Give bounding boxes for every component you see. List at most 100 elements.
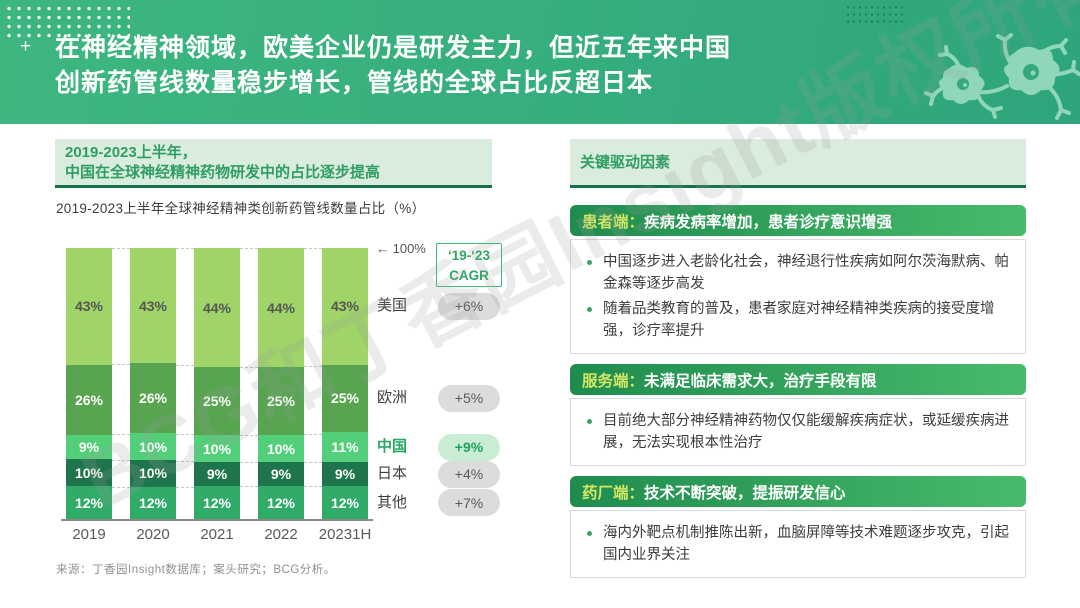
dashed-connector [304,462,322,464]
driver-section-service: 服务端： 未满足临床需求大，治疗手段有限 目前绝大部分神经精神药物仅仅能缓解疾病… [570,364,1026,466]
driver-banner-service: 服务端： 未满足临床需求大，治疗手段有限 [570,364,1026,395]
dashed-connector [240,434,258,436]
dashed-connector [176,486,194,488]
segment-value-label: 12% [74,494,104,511]
segment-其他-2021: 12% [194,486,240,519]
dashed-connector [176,461,194,463]
segment-value-label: 44% [266,299,296,316]
segment-value-label: 43% [138,297,168,314]
segment-value-label: 9% [334,466,356,483]
segment-中国-2022: 10% [258,434,304,463]
cagr-header-box: ‘19-‘23 CAGR [436,243,502,287]
dashed-connector [112,459,130,461]
segment-value-label: 10% [202,440,232,457]
segment-欧洲-2022: 25% [258,367,304,435]
segment-中国-2019: 9% [66,434,112,460]
driver-banner-pharma: 药厂端： 技术不断突破，提振研发信心 [570,476,1026,507]
segment-value-label: 43% [330,298,360,315]
page-title-line2: 创新药管线数量稳步增长，管线的全球占比反超日本 [55,69,654,97]
x-tick-2019: 2019 [72,526,106,543]
segment-欧洲-2020: 26% [130,363,176,434]
dashed-connector [112,434,130,436]
bullet-item: 中国逐步进入老龄化社会，神经退行性疾病如阿尔茨海默病、帕金森等逐步高发 [577,251,1015,295]
dashed-connector [176,365,194,367]
segment-中国-2020: 10% [130,433,176,460]
dot-grid-icon [845,4,907,27]
cagr-pill-日本: +4% [438,460,500,488]
driver-section-patient: 患者端： 疾病发病率增加，患者诊疗意识增强 中国逐步进入老龄化社会，神经退行性疾… [570,205,1026,354]
segment-value-label: 43% [74,298,104,315]
dashed-connector [112,248,130,249]
segment-其他-20231H: 12% [322,486,368,519]
segment-value-label: 10% [74,464,104,481]
page-title-line1: 在神经精神领域，欧美企业仍是研发主力，但近五年来中国 [55,34,732,62]
driver-section-pharma: 药厂端： 技术不断突破，提振研发信心 海内外靶点机制推陈出新，血脑屏障等技术难题… [570,476,1026,578]
legend-日本: 日本 [377,465,408,483]
cagr-pill-欧洲: +5% [438,384,500,412]
driver-details-service: 目前绝大部分神经精神药物仅仅能缓解疾病症状，或延缓疾病进展，无法实现根本性治疗 [570,398,1026,466]
driver-tag: 服务端： [582,372,645,390]
segment-欧洲-20231H: 25% [322,364,368,433]
x-tick-20231H: 20231H [318,526,372,543]
dashed-connector [304,433,322,435]
driver-tag: 药厂端： [582,484,645,502]
left-headline-line1: 2019-2023上半年， [65,144,197,161]
dashed-connector [304,248,322,249]
header-banner: + 在神经精神领域，欧美企业仍是研发主力，但近五年来中国 创新药管线数量稳步增长… [0,0,1080,124]
hundred-percent-annotation: ← 100% [376,241,426,256]
segment-value-label: 11% [331,439,359,456]
segment-日本-2021: 9% [194,462,240,487]
segment-日本-20231H: 9% [322,462,368,487]
key-drivers-panel: 关键驱动因素 患者端： 疾病发病率增加，患者诊疗意识增强 中国逐步进入老龄化社会… [570,139,1026,578]
dashed-connector [304,486,322,488]
legend-美国: 美国 [377,297,408,315]
segment-value-label: 25% [330,390,360,407]
dashed-connector [176,248,194,249]
dashed-connector [304,365,322,367]
neuron-illustration-icon [924,33,1080,120]
bar-2020: 43% 26% 10% 10% 12% [130,248,176,519]
legend-欧洲: 欧洲 [377,389,408,407]
bar-2021: 44% 25% 10% 9% 12% [194,248,240,519]
segment-value-label: 26% [138,390,168,407]
bar-2019: 43% 26% 9% 10% 12% [66,248,112,519]
cagr-pill-中国: +9% [438,433,500,461]
plus-decoration: + [20,36,32,57]
segment-value-label: 12% [202,494,232,511]
driver-title: 疾病发病率增加，患者诊疗意识增强 [644,213,893,231]
stacked-bar-chart: 43% 26% 9% 10% 12% 43% 26% 10% 10% 12% 44% 25% 10% 9%… [55,232,530,562]
driver-details-patient: 中国逐步进入老龄化社会，神经退行性疾病如阿尔茨海默病、帕金森等逐步高发 随着品类… [570,239,1026,354]
legend-其他: 其他 [377,493,408,511]
driver-details-pharma: 海内外靶点机制推陈出新，血脑屏障等技术难题逐步攻克，引起国内业界关注 [570,510,1026,578]
segment-中国-20231H: 11% [322,432,368,463]
segment-value-label: 10% [138,465,168,482]
legend-中国: 中国 [377,438,408,456]
segment-美国-2019: 43% [66,248,112,365]
left-headline-line2: 中国在全球神经精神药物研发中的占比逐步提高 [65,164,381,181]
segment-其他-2020: 12% [130,486,176,519]
bullet-item: 海内外靶点机制推陈出新，血脑屏障等技术难题逐步攻克，引起国内业界关注 [577,522,1015,566]
cagr-header-line2: CAGR [449,268,489,283]
driver-tag: 患者端： [582,213,645,231]
cagr-header-line1: ‘19-‘23 [447,248,491,263]
dashed-connector [176,434,194,436]
x-tick-2022: 2022 [264,526,298,543]
dashed-connector [240,486,258,488]
segment-中国-2021: 10% [194,434,240,463]
right-section-headline: 关键驱动因素 [570,139,1026,188]
segment-日本-2019: 10% [66,459,112,487]
segment-value-label: 12% [330,494,360,511]
segment-欧洲-2019: 26% [66,364,112,435]
x-axis-line [61,519,373,521]
bar-20231H: 43% 25% 11% 9% 12% [322,248,368,519]
dashed-connector [240,462,258,464]
dashed-connector [240,248,258,249]
source-note: 来源：丁香园Insight数据库；案头研究；BCG分析。 [56,564,336,576]
segment-value-label: 12% [266,494,296,511]
segment-value-label: 10% [138,438,168,455]
segment-value-label: 44% [202,299,232,316]
segment-value-label: 26% [74,391,104,408]
segment-value-label: 12% [138,494,168,511]
dashed-connector [240,367,258,369]
segment-日本-2020: 10% [130,459,176,487]
